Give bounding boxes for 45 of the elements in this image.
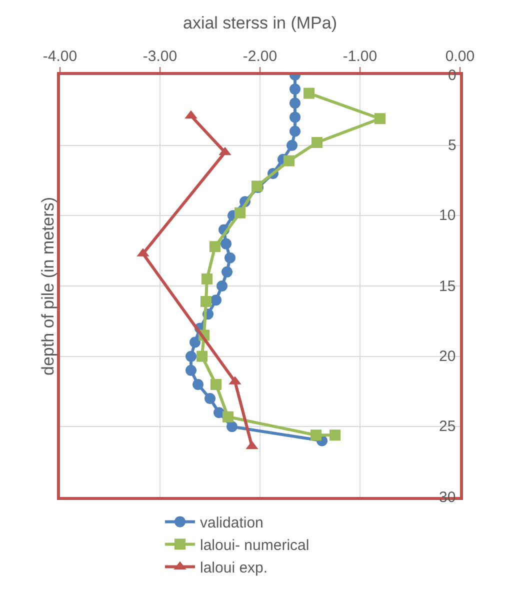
legend-label: laloui exp. [200, 560, 268, 577]
point [234, 207, 246, 218]
point [220, 238, 232, 250]
point [210, 378, 222, 390]
y-tick-label: 15 [439, 278, 456, 295]
point [204, 393, 216, 404]
point [186, 364, 196, 376]
point [214, 407, 224, 418]
x-tick-label: -1.00 [342, 48, 378, 65]
legend-label: validation [200, 514, 264, 532]
point [286, 140, 298, 151]
y-axis-title: depth of pile (in meters) [38, 196, 58, 376]
point [290, 84, 300, 95]
point [200, 296, 212, 307]
point [196, 350, 208, 362]
point [284, 155, 294, 166]
legend-label: laloui- numerical [200, 537, 310, 554]
point [192, 378, 204, 390]
x-tick-label: -3.00 [142, 48, 178, 65]
point [222, 411, 234, 422]
point [374, 113, 386, 124]
point [290, 112, 300, 123]
x-tick-label: -2.00 [242, 48, 278, 65]
point [290, 126, 300, 137]
point [310, 430, 322, 441]
y-tick-label: 5 [448, 137, 456, 154]
point [304, 88, 314, 99]
point [210, 294, 222, 306]
point [312, 137, 322, 148]
x-tick-label: 0.00 [445, 48, 475, 65]
point [330, 430, 340, 441]
point [216, 280, 228, 292]
y-tick-label: 10 [439, 207, 456, 224]
x-axis-title: axial sterss in (MPa) [183, 14, 337, 33]
point [290, 98, 300, 109]
point [222, 266, 232, 278]
y-tick-label: 25 [439, 418, 456, 435]
point [202, 273, 212, 284]
point [226, 421, 238, 432]
point [186, 350, 196, 362]
y-tick-label: 20 [439, 348, 456, 365]
x-tick-label: -4.00 [42, 48, 78, 65]
point [190, 336, 200, 348]
point [224, 252, 236, 264]
point [210, 241, 220, 252]
